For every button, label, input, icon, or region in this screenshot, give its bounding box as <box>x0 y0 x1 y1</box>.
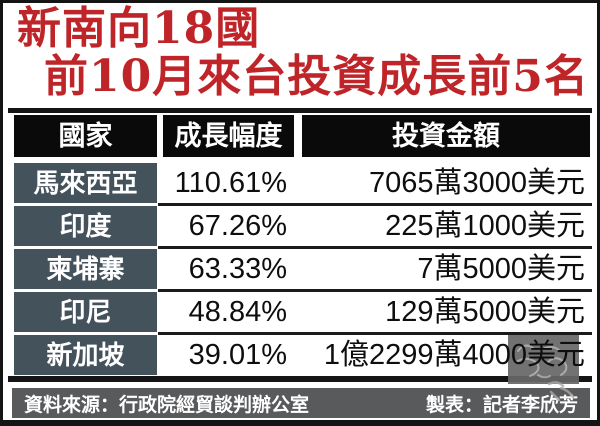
row-separator <box>158 246 592 249</box>
divider-rule-bottom <box>8 376 592 382</box>
row-separator <box>158 203 592 206</box>
watermark-script-icon <box>515 344 568 379</box>
source-text: 資料來源：行政院經貿談判辦公室 <box>24 394 310 416</box>
amount-cell: 129萬5000美元 <box>385 296 585 328</box>
title-line1: 新南向18國 <box>17 3 261 54</box>
table-row: 印度 67.26% 225萬1000美元 <box>3 206 597 246</box>
growth-cell: 63.33% <box>188 253 287 285</box>
growth-cell: 110.61% <box>174 167 287 199</box>
table-row: 馬來西亞 110.61% 7065萬3000美元 <box>3 163 597 203</box>
country-cell: 印度 <box>14 206 157 246</box>
divider-rule-top <box>8 108 592 113</box>
growth-cell: 67.26% <box>188 210 287 242</box>
watermark-tail-icon <box>547 381 575 402</box>
amount-cell: 7萬5000美元 <box>417 253 585 285</box>
credit-text: 製表：記者李欣芳 <box>425 394 578 416</box>
table-row: 新加坡 39.01% 1億2299萬4000美元 <box>3 335 597 375</box>
country-cell: 印尼 <box>14 292 157 332</box>
country-cell: 新加坡 <box>14 335 157 375</box>
header-country: 國家 <box>14 115 157 157</box>
amount-cell: 7065萬3000美元 <box>368 167 585 199</box>
header-growth: 成長幅度 <box>163 115 294 157</box>
table-row: 柬埔寨 63.33% 7萬5000美元 <box>3 249 597 289</box>
growth-cell: 39.01% <box>188 339 287 371</box>
amount-cell: 225萬1000美元 <box>385 210 585 242</box>
country-cell: 馬來西亞 <box>14 163 157 203</box>
title-line2: 前10月來台投資成長前5名 <box>44 51 589 102</box>
growth-cell: 48.84% <box>188 296 287 328</box>
row-separator <box>158 332 592 335</box>
header-amount: 投資金額 <box>302 115 590 157</box>
country-cell: 柬埔寨 <box>14 249 157 289</box>
row-separator <box>158 289 592 292</box>
table-row: 印尼 48.84% 129萬5000美元 <box>3 292 597 332</box>
amount-cell: 1億2299萬4000美元 <box>323 339 585 371</box>
watermark-stamp <box>508 335 579 384</box>
footer-bar: 資料來源：行政院經貿談判辦公室 製表：記者李欣芳 <box>12 388 590 418</box>
